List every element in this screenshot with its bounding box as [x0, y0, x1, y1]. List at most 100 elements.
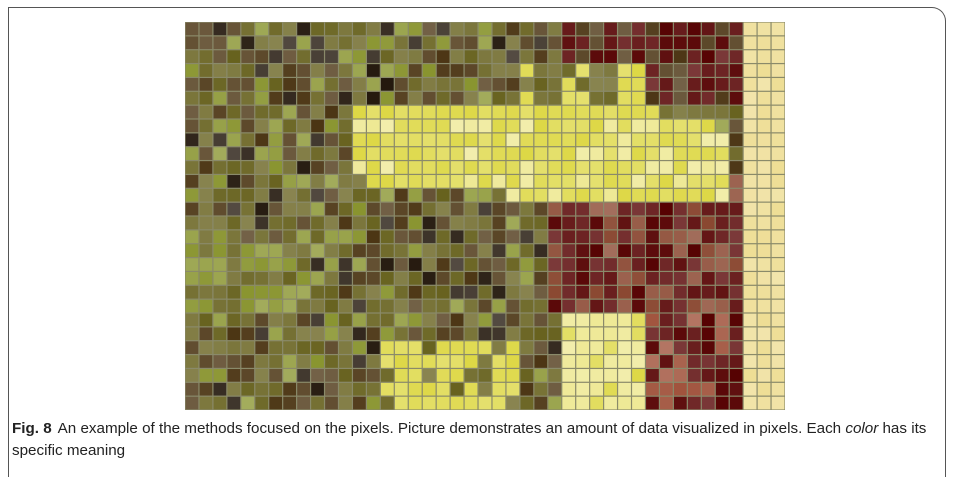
- pixel: [758, 78, 771, 91]
- pixel: [297, 133, 310, 146]
- pixel: [409, 397, 422, 410]
- pixel: [255, 300, 268, 313]
- pixel: [214, 175, 227, 188]
- pixel: [520, 50, 533, 63]
- pixel: [395, 161, 408, 174]
- figure-caption: Fig. 8An example of the methods focused …: [12, 418, 947, 462]
- pixel: [367, 355, 380, 368]
- pixel: [297, 369, 310, 382]
- pixel: [548, 175, 561, 188]
- pixel: [730, 314, 743, 327]
- pixel: [437, 203, 450, 216]
- pixel: [423, 300, 436, 313]
- pixel: [451, 341, 464, 354]
- pixel: [604, 286, 617, 299]
- pixel: [227, 217, 240, 230]
- pixel: [562, 355, 575, 368]
- pixel: [339, 50, 352, 63]
- pixel: [241, 50, 254, 63]
- pixel: [604, 383, 617, 396]
- pixel: [660, 369, 673, 382]
- pixel: [562, 397, 575, 410]
- pixel: [744, 397, 757, 410]
- pixel: [702, 120, 715, 133]
- pixel: [200, 64, 213, 77]
- pixel: [423, 397, 436, 410]
- pixel: [186, 189, 199, 202]
- pixel: [409, 286, 422, 299]
- pixel: [465, 133, 478, 146]
- pixel: [297, 244, 310, 257]
- pixel: [493, 23, 506, 36]
- pixel: [562, 383, 575, 396]
- pixel: [227, 369, 240, 382]
- pixel: [465, 36, 478, 49]
- pixel: [618, 300, 631, 313]
- pixel: [772, 120, 785, 133]
- pixel: [465, 327, 478, 340]
- pixel: [576, 314, 589, 327]
- pixel: [437, 286, 450, 299]
- pixel: [241, 327, 254, 340]
- pixel: [214, 300, 227, 313]
- pixel: [562, 341, 575, 354]
- pixel: [702, 106, 715, 119]
- pixel: [702, 230, 715, 243]
- pixel: [200, 355, 213, 368]
- pixel: [674, 64, 687, 77]
- pixel: [534, 300, 547, 313]
- pixel: [227, 64, 240, 77]
- pixel: [311, 120, 324, 133]
- pixel: [758, 203, 771, 216]
- pixel: [688, 23, 701, 36]
- pixel: [493, 161, 506, 174]
- pixel: [548, 355, 561, 368]
- pixel: [451, 23, 464, 36]
- pixel: [227, 147, 240, 160]
- caption-text: An example of the methods focused on the…: [58, 420, 846, 437]
- pixel: [493, 327, 506, 340]
- pixel: [507, 397, 520, 410]
- pixel: [562, 120, 575, 133]
- pixel: [409, 78, 422, 91]
- pixel: [297, 189, 310, 202]
- pixel: [730, 300, 743, 313]
- pixel: [590, 341, 603, 354]
- pixel: [688, 203, 701, 216]
- pixel: [674, 355, 687, 368]
- pixel: [214, 355, 227, 368]
- pixel: [200, 244, 213, 257]
- pixel: [548, 397, 561, 410]
- pixel: [465, 147, 478, 160]
- pixel: [381, 272, 394, 285]
- pixel: [744, 327, 757, 340]
- pixel: [269, 217, 282, 230]
- pixel: [325, 92, 338, 105]
- pixel: [186, 217, 199, 230]
- pixel: [632, 120, 645, 133]
- pixel: [534, 64, 547, 77]
- pixel: [339, 327, 352, 340]
- pixel: [730, 397, 743, 410]
- pixel: [744, 120, 757, 133]
- pixel: [409, 300, 422, 313]
- pixel: [688, 120, 701, 133]
- pixel: [200, 133, 213, 146]
- pixel: [507, 50, 520, 63]
- pixel: [353, 327, 366, 340]
- pixel: [186, 203, 199, 216]
- pixel: [395, 92, 408, 105]
- pixel: [479, 258, 492, 271]
- pixel: [618, 327, 631, 340]
- pixel: [702, 341, 715, 354]
- pixel: [520, 106, 533, 119]
- pixel: [590, 133, 603, 146]
- pixel: [674, 314, 687, 327]
- pixel: [562, 327, 575, 340]
- pixel: [758, 258, 771, 271]
- pixel: [493, 64, 506, 77]
- pixel: [507, 314, 520, 327]
- pixel: [311, 217, 324, 230]
- pixel: [520, 300, 533, 313]
- pixel: [381, 397, 394, 410]
